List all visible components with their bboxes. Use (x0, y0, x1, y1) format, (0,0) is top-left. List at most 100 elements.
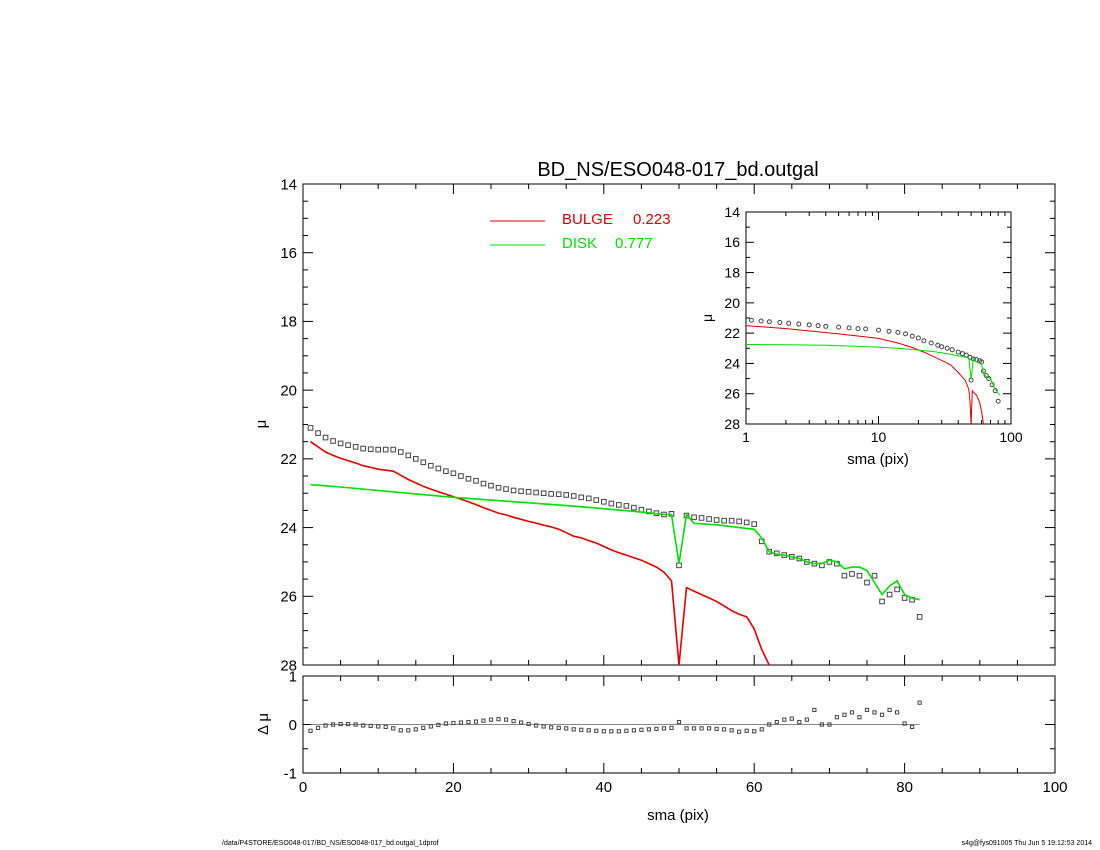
data-point (863, 326, 869, 332)
data-point (921, 338, 927, 344)
data-point (901, 595, 908, 601)
data-point (541, 724, 546, 729)
data-point (915, 335, 921, 341)
data-point (698, 515, 705, 521)
data-point (376, 724, 381, 729)
x-tick-label: 100 (1042, 779, 1067, 796)
y-tick-label: 26 (280, 589, 297, 606)
data-point (616, 502, 622, 508)
data-point (871, 572, 878, 579)
data-point (894, 710, 900, 715)
legend-disk-label: DISK (562, 235, 597, 252)
x-tick-label: 40 (595, 779, 612, 796)
data-point (842, 712, 847, 717)
data-point (983, 373, 989, 379)
inset-y-axis-label: μ (699, 314, 715, 322)
x-tick-label: 10 (871, 429, 887, 445)
data-point (503, 717, 509, 722)
data-point (361, 723, 366, 728)
data-point (496, 717, 501, 722)
data-point (624, 728, 629, 733)
data-point (928, 340, 934, 346)
residual-y-ticks: -1 0 1 (284, 668, 1055, 782)
main-y-axis-label: μ (253, 420, 270, 429)
data-point (917, 700, 922, 705)
data-point (534, 723, 539, 728)
data-point (706, 726, 712, 731)
data-point (345, 442, 351, 448)
data-point (887, 707, 892, 713)
data-point (518, 720, 524, 725)
data-point (330, 438, 336, 444)
inset-series (745, 317, 1001, 425)
data-point (713, 517, 720, 523)
data-point (330, 722, 336, 727)
y-tick-label: 18 (280, 314, 297, 331)
x-tick-label: 20 (445, 779, 462, 796)
data-point (909, 333, 915, 339)
data-point (495, 484, 502, 491)
legend-disk-value: 0.777 (615, 235, 653, 252)
data-point (744, 728, 749, 733)
data-point (353, 722, 358, 727)
data-point (654, 726, 659, 731)
main-series (307, 425, 923, 666)
x-tick-label: 60 (746, 779, 763, 796)
data-point (722, 727, 727, 732)
y-tick-label: 28 (724, 416, 740, 432)
data-point (601, 499, 607, 505)
data-point (841, 572, 848, 579)
data-point (428, 462, 434, 469)
data-point (774, 719, 779, 725)
y-tick-label: 22 (280, 451, 297, 468)
data-point (804, 717, 809, 722)
y-tick-label: 18 (724, 264, 740, 280)
data-point (593, 497, 600, 503)
data-point (585, 495, 592, 502)
data-point (616, 729, 621, 734)
data-point (955, 349, 961, 355)
inset-plot-frame (745, 211, 1012, 425)
residual-x-ticks: 0 20 40 60 80 100 (299, 676, 1068, 796)
data-point (465, 475, 472, 482)
data-point (857, 715, 862, 720)
data-point (646, 727, 652, 732)
data-point (827, 722, 832, 727)
data-point (796, 321, 802, 327)
data-point (549, 725, 554, 730)
data-point (676, 562, 682, 569)
x-tick-label: 100 (999, 429, 1023, 445)
data-point (526, 721, 531, 727)
data-point (352, 444, 359, 450)
data-point (777, 320, 783, 326)
y-tick-label: 22 (724, 325, 740, 341)
data-point (488, 717, 494, 722)
data-point (706, 516, 712, 522)
data-point (910, 724, 915, 730)
data-point (902, 721, 907, 726)
data-point (846, 325, 852, 331)
data-point (571, 727, 576, 732)
data-point (480, 480, 487, 487)
y-tick-label: 20 (280, 382, 297, 399)
data-point (944, 345, 950, 351)
data-point (451, 720, 456, 726)
data-point (421, 725, 426, 730)
footer-timestamp: s4g@fys091005 Thu Jun 5 19:12:53 2014 (961, 840, 1092, 847)
data-point (368, 723, 373, 729)
data-point (759, 727, 764, 732)
data-point (691, 514, 697, 521)
series-line-bulge (310, 441, 770, 666)
data-point (872, 710, 877, 715)
data-point (849, 710, 855, 715)
residual-series (308, 700, 922, 734)
data-point (699, 726, 704, 731)
data-point (518, 488, 524, 494)
data-point (563, 492, 570, 498)
legend-bulge-value: 0.223 (633, 211, 671, 228)
data-point (397, 449, 404, 455)
data-point (752, 729, 757, 734)
y-tick-label: 14 (724, 204, 740, 220)
y-tick-label: 0 (289, 717, 297, 734)
data-point (823, 323, 829, 329)
